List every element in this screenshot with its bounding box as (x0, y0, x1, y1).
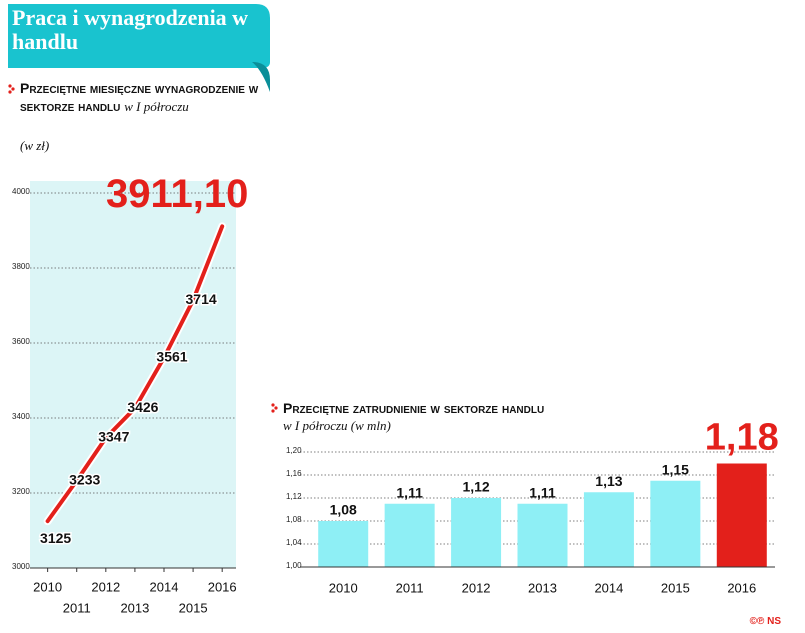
x-tick-label: 2016 (727, 580, 756, 595)
y-tick-label: 1,16 (286, 469, 302, 478)
bar (384, 503, 435, 567)
value-label: 1,18 (705, 417, 779, 459)
bar (716, 463, 767, 567)
x-tick-label: 2010 (329, 580, 358, 595)
x-tick-label: 2016 (208, 579, 237, 594)
chart-title-block: Przeciętne miesięczne wynagrodzenie w se… (20, 79, 260, 116)
bullet (8, 84, 278, 413)
value-label: 1,15 (662, 461, 689, 477)
unit-label: (w zł) (20, 138, 50, 153)
x-tick-label: 2010 (33, 579, 62, 594)
header-title: Praca i wynagrodzenia w handlu (12, 5, 249, 54)
x-tick-label: 2015 (179, 600, 208, 615)
value-label: 3911,10 (106, 172, 248, 216)
x-tick-label: 2015 (661, 580, 690, 595)
y-tick-label: 3800 (12, 262, 30, 271)
chart-title: Przeciętne zatrudnienie w sektorze handl… (283, 400, 545, 416)
value-label: 1,12 (462, 479, 489, 495)
value-label: 1,08 (330, 502, 357, 518)
y-tick-label: 1,20 (286, 446, 302, 455)
line (45, 224, 225, 524)
y-tick-label: 3400 (12, 412, 30, 421)
x-tick-label: 2014 (150, 579, 179, 594)
y-tick-label: 4000 (12, 187, 30, 196)
value-label: 3233 (69, 471, 100, 487)
x-tick-label: 2011 (63, 600, 91, 615)
x-tick-label: 2012 (91, 579, 120, 594)
bar (517, 503, 568, 567)
y-tick-label: 1,00 (286, 561, 302, 570)
credit: ©℗ NS (749, 616, 781, 627)
bar (650, 480, 701, 567)
y-tick-label: 3200 (12, 487, 30, 496)
bar (451, 498, 502, 567)
value-label: 3714 (186, 291, 217, 307)
banner-bg (8, 4, 270, 68)
value-label: 3347 (98, 429, 129, 445)
value-label: 1,11 (396, 484, 423, 500)
y-tick-label: 3600 (12, 337, 30, 346)
chart-subtitle: w I półroczu (124, 99, 189, 114)
chart-title: Przeciętne miesięczne wynagrodzenie w se… (20, 80, 259, 114)
value-label: 3426 (127, 399, 158, 415)
y-tick-label: 1,04 (286, 538, 302, 547)
x-tick-label: 2012 (462, 580, 491, 595)
value-label: 1,11 (529, 484, 556, 500)
bar (318, 521, 369, 567)
chart-subtitle: w I półroczu (w mln) (283, 418, 391, 433)
value-label: 3125 (40, 530, 71, 546)
banner-fold (252, 62, 270, 92)
value-label: 3561 (156, 348, 187, 364)
y-tick-label: 3000 (12, 562, 30, 571)
x-tick-label: 2013 (120, 600, 149, 615)
value-label: 1,13 (595, 473, 622, 489)
x-tick-label: 2011 (396, 580, 424, 595)
x-tick-label: 2013 (528, 580, 557, 595)
y-tick-label: 1,12 (286, 492, 302, 501)
x-tick-label: 2014 (594, 580, 623, 595)
plot-background (30, 181, 236, 568)
bar (583, 492, 634, 567)
y-tick-label: 1,08 (286, 515, 302, 524)
